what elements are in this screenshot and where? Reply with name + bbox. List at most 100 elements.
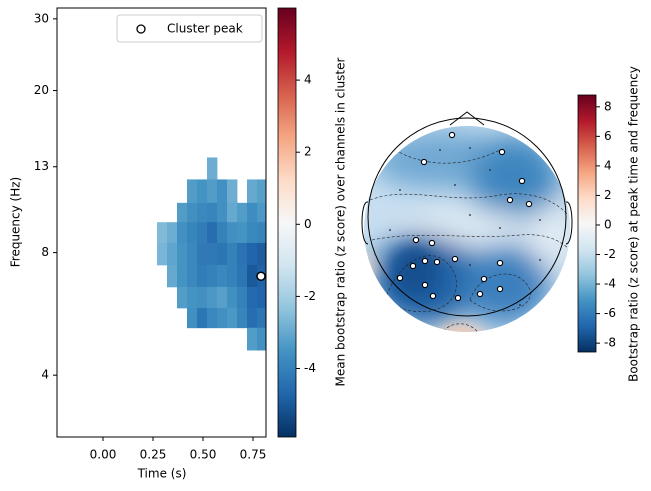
heatmap-cell <box>167 264 178 288</box>
heatmap-cell <box>197 242 208 266</box>
heatmap-cell <box>227 286 238 309</box>
heatmap-cell <box>227 264 238 288</box>
heatmap-cell <box>257 222 267 244</box>
heatmap-cell <box>247 179 258 204</box>
colorbar-tick-label: 4 <box>604 158 612 172</box>
colorbar <box>577 94 597 353</box>
x-tick-label: 0.50 <box>190 448 217 462</box>
heatmap-cell <box>207 242 218 266</box>
colorbar <box>277 7 297 438</box>
heatmap-cell <box>177 202 188 223</box>
colorbar-tick-label: 4 <box>304 73 312 87</box>
heatmap-cell <box>257 327 267 351</box>
legend-marker <box>136 24 146 34</box>
heatmap-cell <box>187 202 198 223</box>
heatmap-cell <box>227 242 238 266</box>
y-tick-label: 4 <box>41 368 49 382</box>
heatmap-cell <box>217 286 228 309</box>
colorbar-label: Mean bootstrap ratio (z score) over chan… <box>334 57 348 386</box>
tf-axes: 0.00 0.25 0.50 0.75 4 8 13 20 30 <box>34 7 267 462</box>
heatmap-cell <box>187 242 198 266</box>
colorbar-tick-label: 2 <box>604 188 612 202</box>
heatmap-cell <box>177 222 188 244</box>
heatmap-cell <box>247 307 258 329</box>
heatmap-cell <box>247 202 258 223</box>
heatmap-cell <box>187 286 198 309</box>
heatmap-cell <box>217 222 228 244</box>
colorbar-tick-label: -2 <box>604 247 616 261</box>
heatmap-cell <box>157 242 168 266</box>
heatmap-cell <box>197 179 208 204</box>
heatmap-cell <box>177 242 188 266</box>
heatmap-cell <box>207 202 218 223</box>
heatmap-cell <box>207 286 218 309</box>
plot-frame <box>56 7 267 438</box>
x-tick-label: 0.75 <box>240 448 267 462</box>
y-axis-label: Frequency (Hz) <box>9 177 23 268</box>
heatmap-cell <box>197 264 208 288</box>
colorbar-tick-label: -6 <box>604 306 616 320</box>
colorbar-tick-label: -8 <box>604 336 616 350</box>
heatmap-cell <box>207 179 218 204</box>
heatmap-cell <box>167 242 178 266</box>
colorbar-label: Bootstrap ratio (z score) at peak time a… <box>627 66 641 382</box>
heatmap-cell <box>257 286 267 309</box>
head-outline <box>361 111 573 317</box>
colorbar-tick-label: 0 <box>304 217 312 231</box>
y-tick-label: 30 <box>34 11 49 25</box>
heatmap-cell <box>157 222 168 244</box>
topomap <box>364 126 570 332</box>
colorbar-tick-label: -4 <box>304 361 316 375</box>
heatmap-cell <box>227 202 238 223</box>
y-tick-label: 13 <box>34 159 49 173</box>
colorbar-tick-label: -2 <box>304 289 316 303</box>
heatmap-cell <box>197 307 208 329</box>
heatmap-cell <box>227 179 238 204</box>
cluster-peak <box>256 271 266 281</box>
heatmap-cell <box>257 202 267 223</box>
heatmap-cell <box>197 222 208 244</box>
heatmap-cell <box>217 242 228 266</box>
heatmap-cell <box>237 286 248 309</box>
heatmap-cell <box>227 307 238 329</box>
heatmap-cell <box>207 307 218 329</box>
heatmap-cell <box>257 307 267 329</box>
heatmap-cell <box>207 157 218 180</box>
x-tick-label: 0.25 <box>140 448 167 462</box>
heatmap-cell <box>187 264 198 288</box>
heatmap-cell <box>237 242 248 266</box>
heatmap-cell <box>167 222 178 244</box>
colorbar-tick-label: 8 <box>604 99 612 113</box>
colorbar-tick-label: 6 <box>604 129 612 143</box>
heatmap-cell <box>217 202 228 223</box>
heatmap-cell <box>217 307 228 329</box>
heatmap-cell <box>187 179 198 204</box>
heatmap-cell <box>207 222 218 244</box>
heatmap-cell <box>207 264 218 288</box>
heatmap-cell <box>177 286 188 309</box>
x-tick-label: 0.00 <box>90 448 117 462</box>
heatmap-cell <box>197 286 208 309</box>
heatmap-cell <box>197 202 208 223</box>
y-tick-label: 20 <box>34 83 49 97</box>
heatmap-cell <box>247 222 258 244</box>
legend-box <box>116 14 263 43</box>
heatmap-cell <box>217 179 228 204</box>
heatmap-cell <box>177 264 188 288</box>
heatmap-cell <box>237 307 248 329</box>
cluster-sensors <box>396 131 533 302</box>
legend: Cluster peak <box>116 14 263 43</box>
heatmap-cell <box>187 222 198 244</box>
heatmap-cell <box>257 242 267 266</box>
heatmap-cell <box>187 307 198 329</box>
heatmap-cell <box>247 242 258 266</box>
heatmap-cell <box>237 202 248 223</box>
heatmap-cell <box>217 264 228 288</box>
heatmap-cell <box>227 222 238 244</box>
heatmap-cell <box>257 179 267 204</box>
x-axis-label: Time (s) <box>137 467 187 481</box>
heatmap-cell <box>247 286 258 309</box>
y-tick-label: 8 <box>41 245 49 259</box>
heatmap-cell <box>237 222 248 244</box>
